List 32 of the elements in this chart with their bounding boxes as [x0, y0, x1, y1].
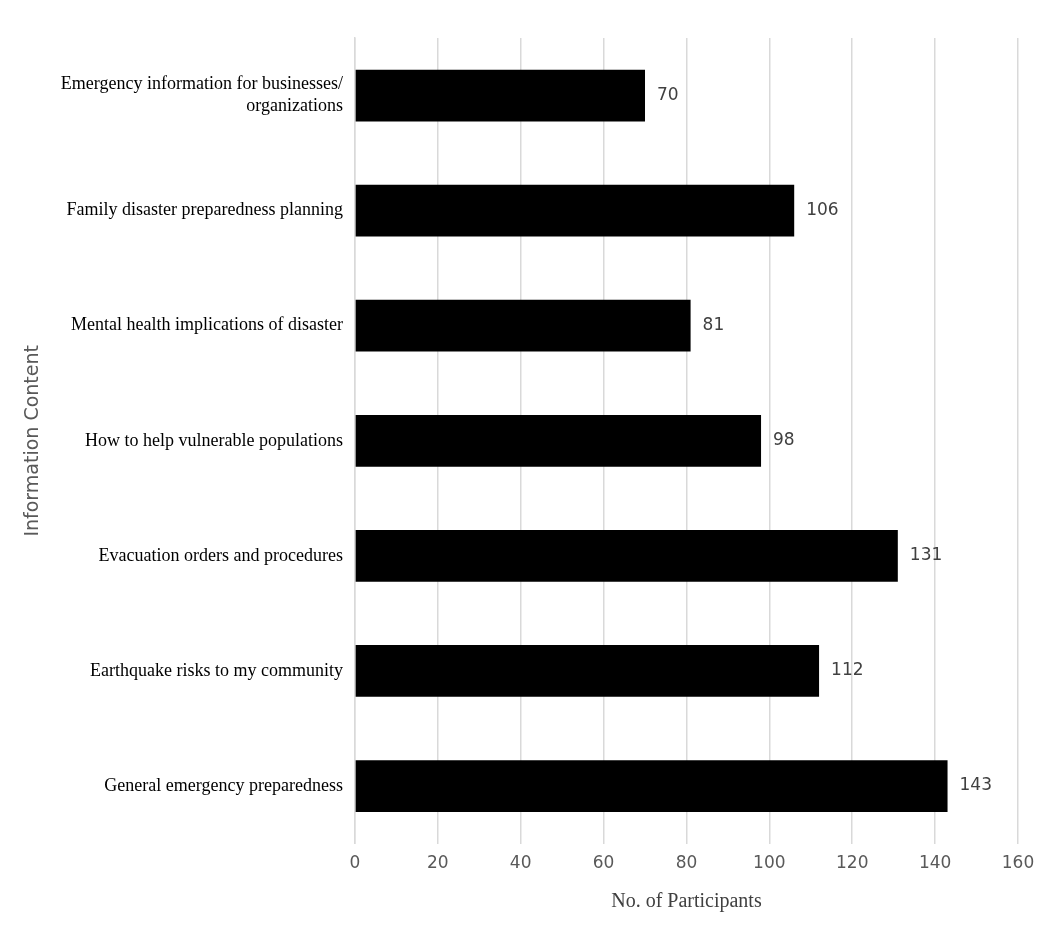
y-tick-label: Evacuation orders and procedures [98, 544, 343, 565]
data-label: 143 [959, 774, 992, 795]
bar [355, 645, 820, 697]
data-label: 70 [657, 83, 679, 104]
x-tick-label: 120 [836, 852, 869, 873]
data-label: 131 [909, 544, 943, 565]
bar [355, 69, 646, 122]
x-tick-label: 0 [349, 852, 361, 873]
bar [355, 299, 691, 352]
x-tick-label: 60 [592, 852, 615, 873]
y-tick-label: General emergency preparedness [104, 774, 343, 795]
data-label: 106 [806, 199, 839, 220]
x-tick-label: 160 [1001, 852, 1035, 873]
x-tick-label: 80 [675, 852, 698, 873]
x-tick-label: 140 [918, 852, 952, 873]
x-tick-label: 100 [753, 852, 786, 873]
bar [355, 414, 762, 467]
y-tick-label: Family disaster preparedness planning [66, 199, 343, 220]
x-axis-title: No. of Participants [611, 889, 762, 913]
y-tick-label: Emergency information for businesses/ organizations [60, 73, 343, 116]
data-label: 98 [773, 429, 795, 450]
bar [355, 529, 898, 582]
data-label: 81 [702, 314, 725, 335]
bar [355, 184, 795, 237]
y-tick-label: How to help vulnerable populations [84, 429, 343, 450]
bar [355, 760, 948, 812]
x-tick-label: 20 [426, 852, 449, 873]
y-axis-title: Information Content [20, 345, 43, 537]
data-label: 112 [831, 659, 864, 680]
x-tick-label: 40 [509, 852, 532, 873]
y-tick-label: Mental health implications of disaster [70, 314, 343, 335]
y-tick-label: Earthquake risks to my community [89, 659, 343, 680]
